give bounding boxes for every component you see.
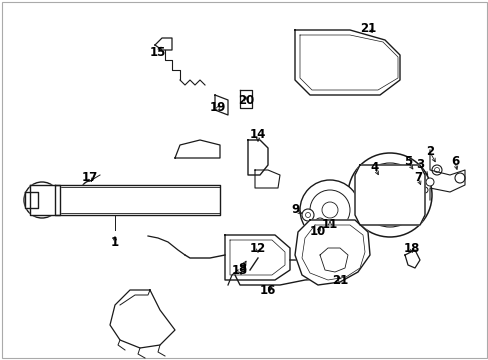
Polygon shape [215, 95, 227, 115]
Circle shape [347, 153, 431, 237]
Ellipse shape [425, 178, 433, 186]
Circle shape [357, 163, 421, 227]
Text: 20: 20 [237, 94, 254, 107]
Circle shape [24, 182, 60, 218]
Circle shape [305, 212, 310, 217]
Circle shape [309, 190, 349, 230]
Text: 5: 5 [403, 156, 411, 168]
Polygon shape [294, 30, 399, 95]
Text: 11: 11 [321, 219, 337, 231]
Polygon shape [319, 248, 347, 272]
Circle shape [254, 255, 261, 261]
Text: 1: 1 [111, 235, 119, 248]
Text: 12: 12 [249, 242, 265, 255]
Polygon shape [354, 165, 424, 225]
Polygon shape [254, 170, 280, 188]
Text: 17: 17 [81, 171, 98, 184]
Circle shape [314, 218, 325, 228]
Circle shape [321, 202, 337, 218]
Text: 8: 8 [237, 261, 245, 274]
Polygon shape [55, 185, 220, 215]
Circle shape [257, 150, 266, 160]
Circle shape [37, 195, 47, 205]
Text: 13: 13 [231, 264, 247, 276]
Circle shape [260, 153, 264, 157]
Circle shape [229, 273, 234, 277]
Text: 14: 14 [249, 129, 265, 141]
Polygon shape [25, 192, 38, 208]
Text: 2: 2 [425, 145, 433, 158]
Polygon shape [155, 38, 172, 50]
Circle shape [31, 189, 53, 211]
Circle shape [26, 195, 36, 205]
Polygon shape [240, 90, 251, 108]
Circle shape [162, 41, 168, 47]
Circle shape [431, 165, 441, 175]
Polygon shape [175, 140, 220, 158]
Polygon shape [224, 235, 289, 280]
Polygon shape [404, 250, 419, 268]
Circle shape [243, 96, 248, 102]
Circle shape [421, 187, 427, 193]
Circle shape [317, 221, 321, 225]
Text: 7: 7 [413, 171, 421, 184]
Circle shape [381, 187, 397, 203]
Text: 21: 21 [359, 22, 375, 35]
Text: 15: 15 [149, 45, 166, 58]
Circle shape [369, 175, 409, 215]
Circle shape [454, 173, 464, 183]
Text: 18: 18 [403, 242, 419, 255]
Text: 6: 6 [450, 156, 458, 168]
Circle shape [302, 209, 313, 221]
Text: 16: 16 [259, 284, 276, 297]
Circle shape [217, 101, 224, 109]
Polygon shape [247, 140, 267, 175]
Polygon shape [30, 185, 60, 215]
Text: 21: 21 [331, 274, 347, 287]
Text: 4: 4 [370, 162, 378, 175]
Circle shape [434, 167, 439, 172]
Ellipse shape [331, 60, 361, 80]
Text: 3: 3 [415, 158, 423, 171]
Text: 10: 10 [309, 225, 325, 238]
Circle shape [299, 180, 359, 240]
Text: 9: 9 [290, 203, 299, 216]
Polygon shape [294, 220, 369, 285]
Text: 19: 19 [209, 102, 226, 114]
